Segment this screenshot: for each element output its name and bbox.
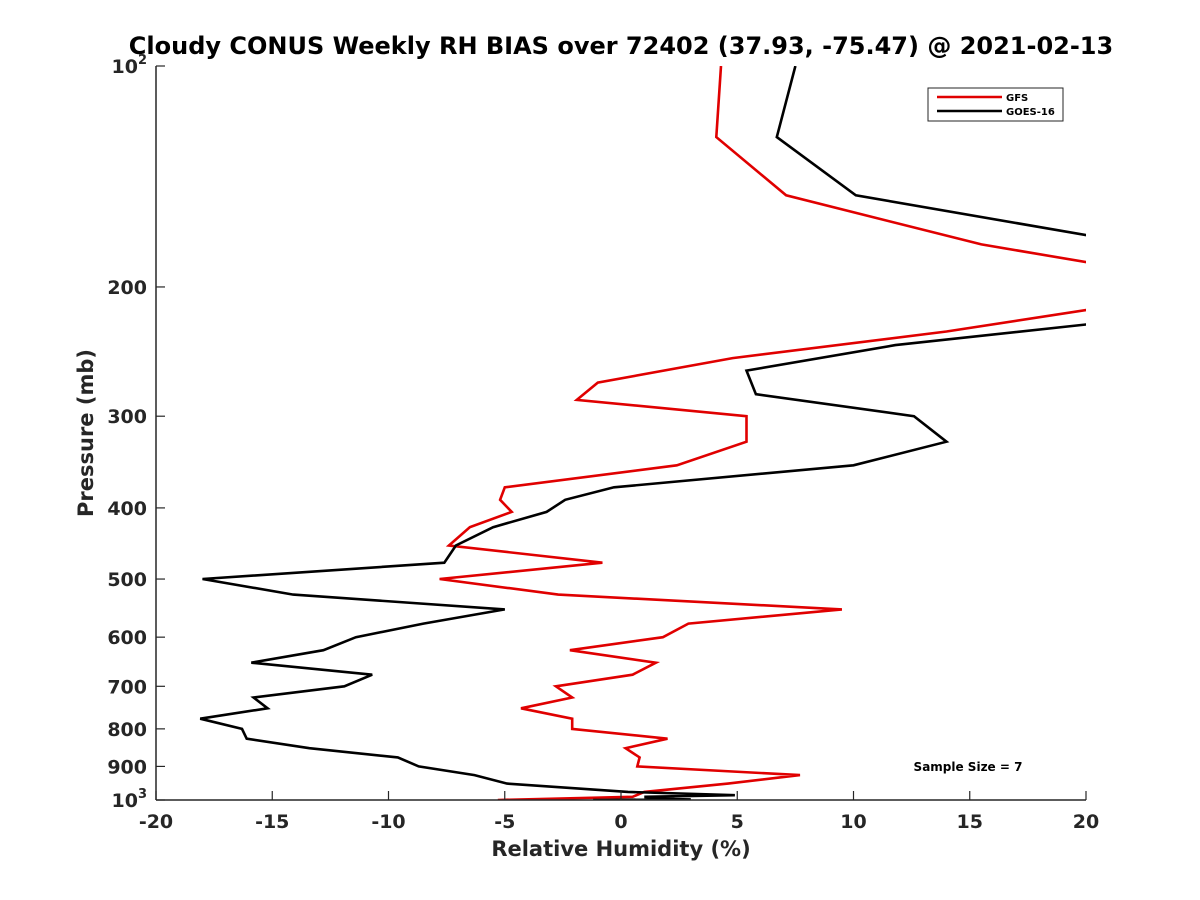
y-tick-label: 500 — [107, 569, 147, 591]
y-tick-label: 103 — [112, 787, 148, 812]
x-tick-label: 10 — [840, 811, 866, 833]
series-line-goes16 — [199, 66, 1086, 800]
chart-title: Cloudy CONUS Weekly RH BIAS over 72402 (… — [129, 32, 1113, 60]
x-tick-label: 15 — [957, 811, 983, 833]
x-tick-label: 20 — [1073, 811, 1099, 833]
x-tick-label: -10 — [371, 811, 405, 833]
legend-label-gfs: GFS — [1006, 93, 1028, 104]
y-tick-label: 400 — [107, 498, 147, 520]
legend: GFS GOES-16 — [927, 87, 1064, 122]
y-tick-label: 600 — [107, 627, 147, 649]
y-tick-label: 200 — [107, 277, 147, 299]
y-tick-label: 700 — [107, 676, 147, 698]
y-tick-labels: 102 200 300 400 500 600 700 800 900 103 — [107, 53, 147, 812]
y-axis-label: Pressure (mb) — [74, 349, 98, 517]
x-tick-labels: -20 -15 -10 -5 0 5 10 15 20 — [139, 811, 1099, 833]
y-tick-label: 102 — [112, 53, 148, 78]
x-tick-label: 0 — [614, 811, 627, 833]
x-tick-label: -15 — [255, 811, 289, 833]
series-line-gfs — [439, 66, 1086, 800]
y-tick-label: 800 — [107, 719, 147, 741]
x-tick-label: -5 — [494, 811, 515, 833]
series-layer — [199, 66, 1086, 800]
y-tick-label: 300 — [107, 406, 147, 428]
x-tick-label: -20 — [139, 811, 173, 833]
axes — [155, 65, 1087, 801]
legend-box — [927, 87, 1064, 122]
x-axis-label: Relative Humidity (%) — [491, 837, 750, 861]
sample-size-annotation: Sample Size = 7 — [914, 760, 1023, 774]
y-tick-label: 900 — [107, 756, 147, 778]
legend-label-goes16: GOES-16 — [1006, 107, 1055, 118]
x-tick-label: 5 — [731, 811, 744, 833]
